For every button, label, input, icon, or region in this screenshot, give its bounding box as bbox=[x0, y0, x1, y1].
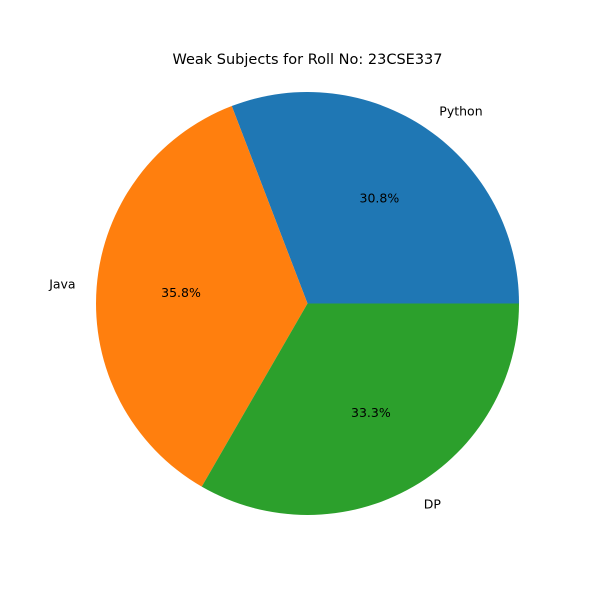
category-label-python: Python bbox=[439, 103, 482, 118]
category-label-dp: DP bbox=[424, 497, 442, 512]
pie-slice-dp bbox=[201, 303, 519, 515]
chart-title: Weak Subjects for Roll No: 23CSE337 bbox=[172, 52, 442, 68]
percent-label-python: 30.8% bbox=[360, 190, 400, 205]
pie-slice-python bbox=[231, 92, 520, 304]
percent-label-dp: 33.3% bbox=[351, 405, 391, 420]
percent-label-java: 35.8% bbox=[161, 285, 201, 300]
category-label-java: Java bbox=[48, 277, 75, 292]
pie-slice-java bbox=[96, 106, 308, 487]
pie-slices bbox=[96, 92, 520, 515]
pie-labels: Python 30.8% Java 35.8% DP 33.3% bbox=[48, 103, 482, 511]
